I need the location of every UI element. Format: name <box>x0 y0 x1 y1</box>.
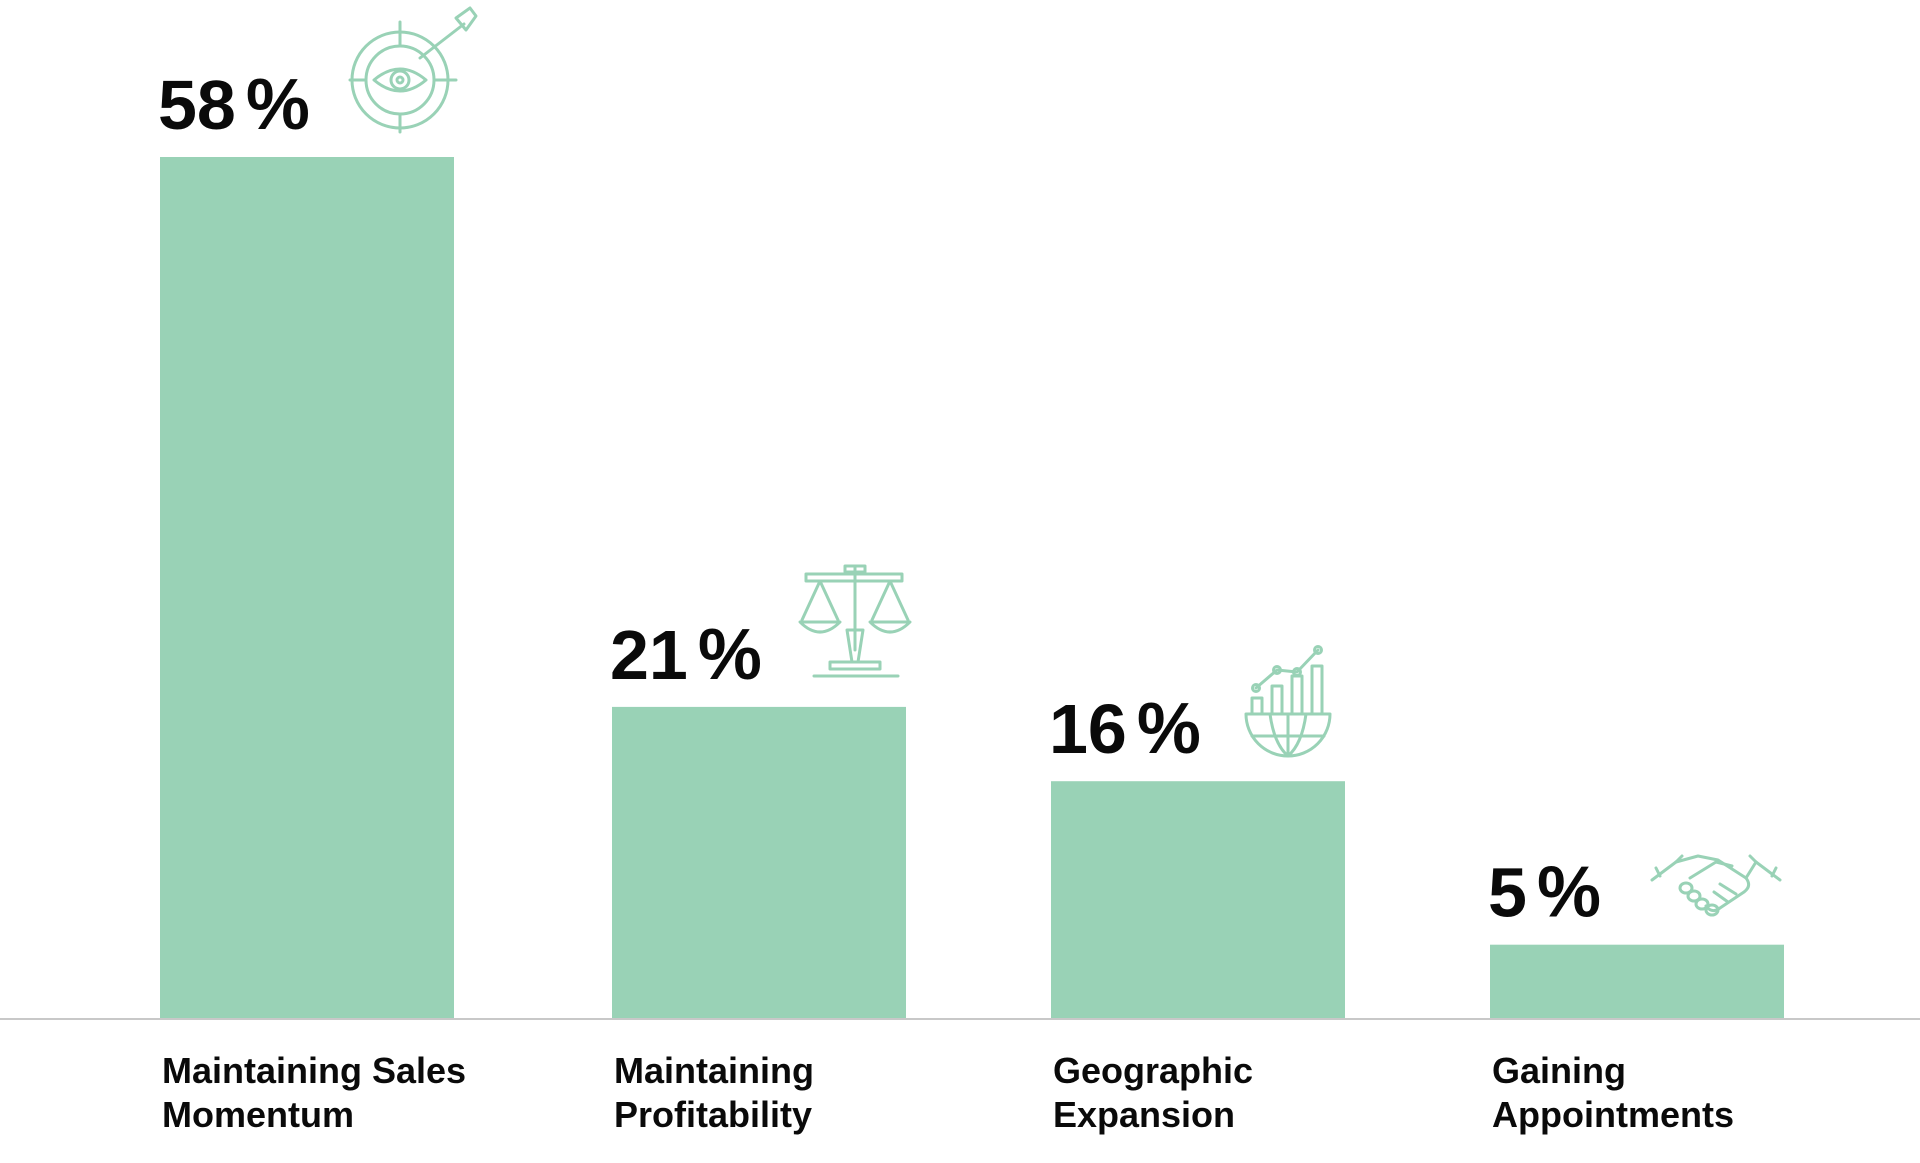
category-label-line: Maintaining <box>614 1050 814 1091</box>
category-label-line: Appointments <box>1492 1094 1734 1135</box>
bar-1 <box>160 157 454 1019</box>
globe-growth-chart-icon <box>1244 645 1332 758</box>
value-label-4: 5% <box>1488 853 1601 933</box>
bar-2 <box>612 706 906 1019</box>
value-number: 21 <box>610 616 688 694</box>
target-eye-icon <box>348 6 478 134</box>
category-label-line: Expansion <box>1053 1094 1235 1135</box>
value-percent-sign: % <box>698 615 762 695</box>
value-label-3: 16% <box>1049 689 1201 769</box>
category-label-line: Maintaining Sales <box>162 1050 466 1091</box>
bar-3 <box>1051 781 1345 1019</box>
value-number: 16 <box>1049 690 1127 768</box>
category-label-4: Gaining Appointments <box>1492 1050 1734 1135</box>
category-label-1: Maintaining Sales Momentum <box>162 1050 466 1135</box>
category-label-line: Profitability <box>614 1094 812 1135</box>
value-number: 5 <box>1488 854 1527 932</box>
handshake-icon <box>1650 854 1782 917</box>
value-label-2: 21% <box>610 615 762 695</box>
bars-group <box>160 157 1784 1019</box>
value-number: 58 <box>158 66 236 144</box>
category-label-2: Maintaining Profitability <box>614 1050 814 1135</box>
bar-4 <box>1490 944 1784 1019</box>
category-labels-group: Maintaining Sales Momentum Maintaining Prof… <box>162 1050 1734 1135</box>
category-label-3: Geographic Expansion <box>1053 1050 1253 1135</box>
category-label-line: Gaining <box>1492 1050 1626 1091</box>
value-percent-sign: % <box>246 65 310 145</box>
value-label-1: 58% <box>158 65 310 145</box>
icons-group <box>348 6 1782 917</box>
category-label-line: Geographic <box>1053 1050 1253 1091</box>
value-percent-sign: % <box>1537 853 1601 933</box>
category-label-line: Momentum <box>162 1094 354 1135</box>
value-labels-group: 58 %21 %16 %5% <box>158 65 1601 933</box>
value-percent-sign: % <box>1137 689 1201 769</box>
balance-scale-icon <box>798 564 912 678</box>
